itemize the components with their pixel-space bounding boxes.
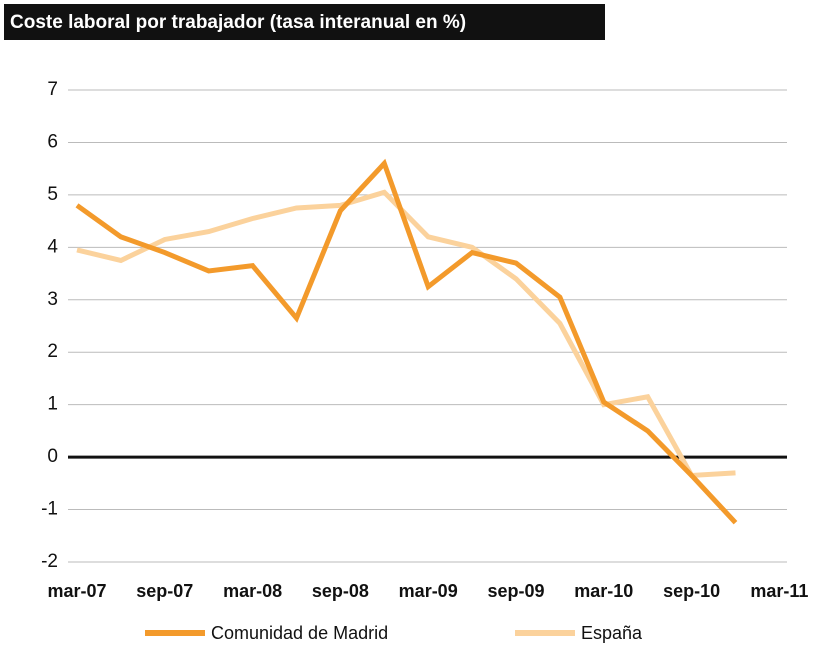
y-tick-label: -2 [41,551,58,572]
y-tick-label: 4 [47,236,58,257]
y-tick-label: -1 [41,499,58,520]
title-bar [4,4,605,40]
y-tick-label: 6 [47,131,58,152]
x-tick-label: sep-09 [487,581,544,601]
x-tick-label: mar-10 [574,581,633,601]
y-tick-label: 7 [47,79,58,100]
x-tick-label: sep-07 [136,581,193,601]
y-tick-label: 1 [47,394,58,415]
legend-label: España [581,623,643,643]
legend-label: Comunidad de Madrid [211,623,388,643]
y-tick-label: 3 [47,289,58,310]
x-tick-label: mar-09 [399,581,458,601]
series-line [75,158,738,525]
series-line [76,189,736,479]
x-tick-label: sep-08 [312,581,369,601]
chart-title: Coste laboral por trabajador (tasa inter… [10,12,466,33]
y-tick-label: 5 [47,184,58,205]
y-tick-label: 0 [47,446,58,467]
x-tick-label: mar-11 [750,581,808,601]
x-tick-label: sep-10 [663,581,720,601]
y-tick-label: 2 [47,341,58,362]
x-tick-label: mar-08 [223,581,282,601]
x-tick-label: mar-07 [47,581,106,601]
